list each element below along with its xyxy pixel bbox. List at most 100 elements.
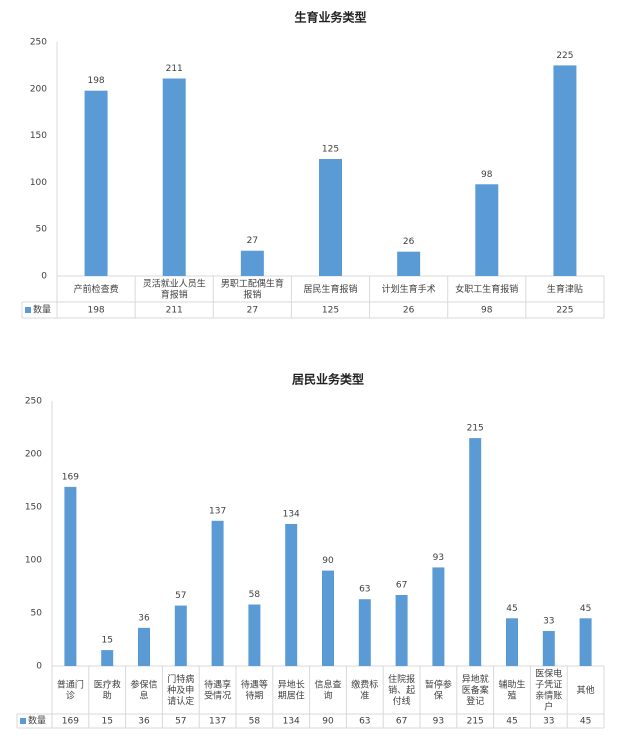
x-tick-label: 灵活就业人员生育报销 [143,277,206,300]
data-label: 98 [481,170,493,180]
table-value: 63 [359,717,370,727]
data-label: 63 [359,585,370,595]
y-tick-label: 150 [30,131,47,141]
y-tick-label: 0 [36,662,42,672]
legend-label: 数量 [33,304,51,316]
y-tick-label: 50 [36,225,48,235]
x-tick-label: 医疗救助 [94,678,121,701]
table-value: 45 [580,717,591,727]
x-tick-label: 其他 [577,684,595,696]
table-value: 67 [396,717,407,727]
bar [319,159,342,276]
table-value: 33 [543,717,554,727]
table-value: 98 [481,306,493,316]
data-label: 90 [322,556,334,566]
data-label: 137 [209,506,226,516]
x-tick-label: 辅助生殖 [498,678,525,701]
y-tick-label: 250 [30,38,47,48]
data-label: 36 [138,613,150,623]
bar [174,605,187,666]
x-tick-label: 门特病种及申请认定 [167,673,194,707]
x-tick-label: 暂停参保 [425,678,452,701]
table-value: 45 [506,717,517,727]
y-tick-label: 0 [41,272,47,282]
table-value: 27 [247,306,258,316]
data-label: 45 [506,604,517,614]
x-tick-label: 信息查询 [314,678,341,701]
bar [358,599,371,666]
bar [542,631,555,666]
legend-label: 数量 [28,715,46,727]
table-value: 134 [283,717,300,727]
data-label: 198 [87,76,104,86]
data-label: 125 [322,145,339,155]
table-value: 93 [433,717,444,727]
y-tick-label: 150 [25,503,42,513]
y-tick-label: 50 [31,609,43,619]
bar [285,523,298,666]
data-label: 93 [433,553,444,563]
table-value: 57 [175,717,186,727]
table-value: 225 [556,306,573,316]
bar [475,184,499,276]
x-tick-label: 待遇享受情况 [204,678,231,701]
data-label: 58 [249,590,261,600]
x-tick-label: 产前检查费 [74,283,119,295]
x-tick-label: 待遇等待期 [241,678,268,701]
bar [553,65,577,277]
data-label: 134 [283,509,300,519]
x-tick-label: 计划生育手术 [382,283,436,295]
x-tick-label: 女职工生育报销 [455,283,518,295]
bar [397,251,421,276]
bar [240,250,264,276]
y-tick-label: 250 [25,397,42,407]
table-value: 169 [62,717,79,727]
bar [322,570,334,666]
legend-swatch [20,718,26,724]
table-value: 198 [87,306,104,316]
x-tick-label: 缴费标准 [351,678,378,701]
x-tick-label: 男职工配偶生育报销 [221,277,284,300]
bar [579,618,592,666]
x-tick-label: 普通门诊 [57,678,84,701]
bar [138,627,150,666]
chart-title: 居民业务类型 [292,372,364,387]
x-tick-label: 参保信息 [130,678,157,701]
table-value: 211 [166,306,183,316]
table-value: 26 [403,306,415,316]
legend-swatch [25,307,31,313]
x-tick-label: 异地长期居住 [278,678,305,701]
bar [506,618,518,666]
data-label: 45 [580,604,591,614]
bar [432,567,445,666]
x-tick-label: 居民生育报销 [303,283,357,295]
table-value: 58 [249,717,261,727]
data-label: 57 [175,591,186,601]
bar [248,604,261,666]
x-tick-label: 异地就医备案登记 [462,673,489,707]
bar [101,650,114,666]
y-tick-label: 100 [30,178,47,188]
data-label: 215 [467,424,484,434]
x-tick-label: 生育津贴 [547,283,583,295]
table-value: 15 [101,717,112,727]
table-value: 125 [322,306,339,316]
chart-title: 生育业务类型 [294,10,366,25]
data-label: 211 [166,64,183,74]
x-tick-label: 住院报销、起付线 [388,673,415,707]
bar [64,486,77,666]
y-tick-label: 100 [25,556,42,566]
bar [84,90,108,276]
x-tick-label: 医保电子凭证亲情账户 [535,667,562,712]
table-value: 137 [209,717,226,727]
data-label: 225 [556,51,573,61]
bar [162,78,186,276]
bar [469,438,482,666]
data-label: 33 [543,617,554,627]
data-label: 15 [101,636,112,646]
bar [395,594,408,666]
data-label: 67 [396,580,407,590]
y-tick-label: 200 [25,450,42,460]
y-tick-label: 200 [30,84,47,94]
